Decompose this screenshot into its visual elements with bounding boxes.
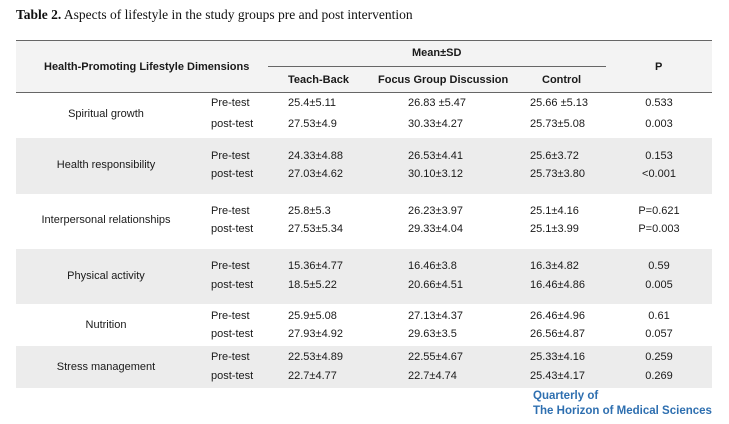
teach-back-cell: 18.5±5.22 bbox=[288, 279, 337, 291]
teach-back-cell: 27.53±5.34 bbox=[288, 223, 343, 235]
control-cell: 25.1±3.99 bbox=[530, 223, 579, 235]
control-cell: 25.66 ±5.13 bbox=[530, 97, 589, 109]
header-control: Control bbox=[542, 74, 582, 86]
group-header-rule bbox=[268, 66, 606, 67]
teach-back-cell: 25.9±5.08 bbox=[288, 310, 337, 322]
focus-group-cell: 29.33±4.04 bbox=[408, 223, 463, 235]
p-value-cell: 0.269 bbox=[645, 370, 673, 382]
dimension-label: Interpersonal relationships bbox=[41, 214, 171, 226]
header-mean-sd: Mean±SD bbox=[412, 47, 462, 59]
p-value-cell: 0.59 bbox=[648, 260, 670, 272]
table-header-bottom-rule bbox=[16, 92, 712, 93]
control-cell: 25.73±5.08 bbox=[530, 118, 585, 130]
control-cell: 25.43±4.17 bbox=[530, 370, 585, 382]
phase-label: Pre-test bbox=[211, 310, 250, 322]
header-teach-back: Teach-Back bbox=[288, 74, 349, 86]
teach-back-cell: 15.36±4.77 bbox=[288, 260, 343, 272]
focus-group-cell: 16.46±3.8 bbox=[408, 260, 457, 272]
p-value-cell: 0.153 bbox=[645, 150, 673, 162]
teach-back-cell: 27.93±4.92 bbox=[288, 328, 343, 340]
p-value-cell: 0.003 bbox=[645, 118, 673, 130]
phase-label: post-test bbox=[211, 168, 254, 180]
focus-group-cell: 26.53±4.41 bbox=[408, 150, 463, 162]
dimension-label: Stress management bbox=[56, 361, 156, 373]
row-band bbox=[16, 138, 712, 194]
focus-group-cell: 30.33±4.27 bbox=[408, 118, 463, 130]
teach-back-cell: 25.4±5.11 bbox=[288, 97, 337, 109]
dimension-label: Nutrition bbox=[85, 319, 127, 331]
control-cell: 25.6±3.72 bbox=[530, 150, 579, 162]
focus-group-cell: 27.13±4.37 bbox=[408, 310, 463, 322]
row-band bbox=[16, 249, 712, 304]
control-cell: 16.46±4.86 bbox=[530, 279, 585, 291]
table-caption-label: Table 2. bbox=[16, 7, 62, 22]
teach-back-cell: 24.33±4.88 bbox=[288, 150, 343, 162]
journal-name-line2: The Horizon of Medical Sciences bbox=[533, 405, 712, 417]
dimension-label: Health responsibility bbox=[56, 159, 156, 171]
phase-label: post-test bbox=[211, 328, 254, 340]
row-band bbox=[16, 346, 712, 388]
p-value-cell: P=0.003 bbox=[638, 223, 680, 235]
table-top-rule bbox=[16, 40, 712, 41]
p-value-cell: 0.259 bbox=[645, 351, 673, 363]
phase-label: Pre-test bbox=[211, 97, 250, 109]
focus-group-cell: 20.66±4.51 bbox=[408, 279, 463, 291]
phase-label: post-test bbox=[211, 370, 254, 382]
control-cell: 26.56±4.87 bbox=[530, 328, 585, 340]
phase-label: post-test bbox=[211, 118, 254, 130]
teach-back-cell: 27.03±4.62 bbox=[288, 168, 343, 180]
control-cell: 16.3±4.82 bbox=[530, 260, 579, 272]
focus-group-cell: 22.7±4.74 bbox=[408, 370, 457, 382]
journal-name-line1: Quarterly of bbox=[533, 390, 599, 402]
control-cell: 26.46±4.96 bbox=[530, 310, 585, 322]
teach-back-cell: 27.53±4.9 bbox=[288, 118, 337, 130]
focus-group-cell: 30.10±3.12 bbox=[408, 168, 463, 180]
p-value-cell: 0.057 bbox=[645, 328, 673, 340]
table-caption: Table 2. Aspects of lifestyle in the stu… bbox=[16, 7, 413, 23]
header-p: P bbox=[655, 61, 663, 73]
focus-group-cell: 22.55±4.67 bbox=[408, 351, 463, 363]
phase-label: Pre-test bbox=[211, 150, 250, 162]
control-cell: 25.1±4.16 bbox=[530, 205, 579, 217]
control-cell: 25.73±3.80 bbox=[530, 168, 585, 180]
p-value-cell: 0.005 bbox=[645, 279, 673, 291]
p-value-cell: P=0.621 bbox=[638, 205, 680, 217]
control-cell: 25.33±4.16 bbox=[530, 351, 585, 363]
table-caption-text: Aspects of lifestyle in the study groups… bbox=[63, 7, 413, 22]
p-value-cell: 0.61 bbox=[648, 310, 670, 322]
teach-back-cell: 25.8±5.3 bbox=[288, 205, 331, 217]
teach-back-cell: 22.53±4.89 bbox=[288, 351, 343, 363]
dimension-label: Physical activity bbox=[67, 270, 145, 282]
phase-label: Pre-test bbox=[211, 260, 250, 272]
phase-label: Pre-test bbox=[211, 205, 250, 217]
phase-label: post-test bbox=[211, 223, 254, 235]
phase-label: post-test bbox=[211, 279, 254, 291]
focus-group-cell: 26.23±3.97 bbox=[408, 205, 463, 217]
p-value-cell: <0.001 bbox=[642, 168, 676, 180]
header-focus-group: Focus Group Discussion bbox=[378, 74, 509, 86]
p-value-cell: 0.533 bbox=[645, 97, 673, 109]
focus-group-cell: 29.63±3.5 bbox=[408, 328, 457, 340]
header-dimension: Health-Promoting Lifestyle Dimensions bbox=[44, 61, 250, 73]
phase-label: Pre-test bbox=[211, 351, 250, 363]
dimension-label: Spiritual growth bbox=[68, 108, 144, 120]
focus-group-cell: 26.83 ±5.47 bbox=[408, 97, 467, 109]
teach-back-cell: 22.7±4.77 bbox=[288, 370, 337, 382]
